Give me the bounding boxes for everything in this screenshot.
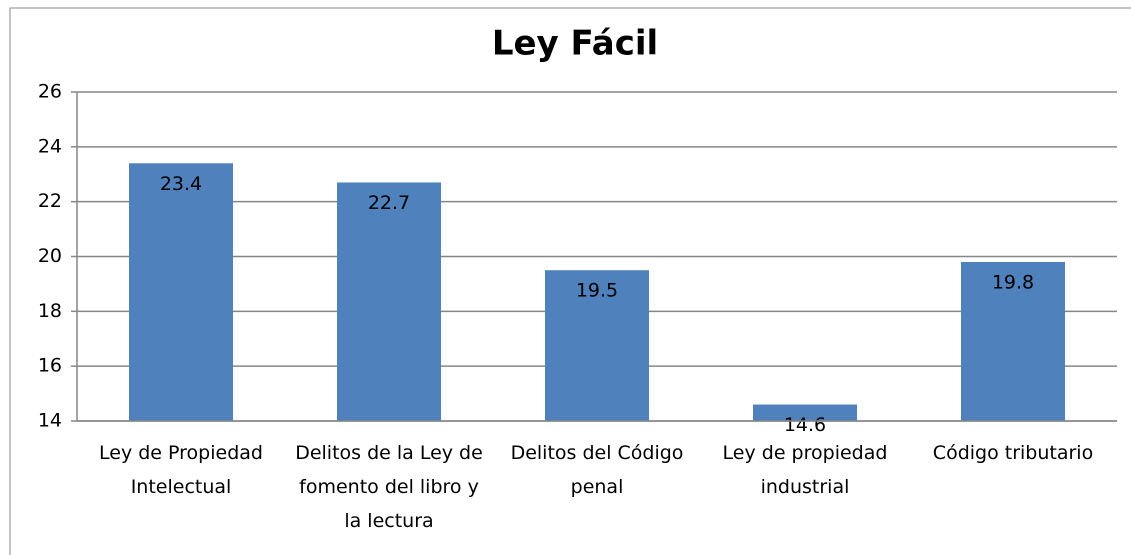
y-tick-label: 18 bbox=[38, 300, 62, 322]
data-label: 19.5 bbox=[576, 280, 618, 302]
data-label: 22.7 bbox=[368, 192, 410, 214]
bar bbox=[129, 163, 233, 422]
x-tick-label: Ley de propiedad industrial bbox=[723, 442, 888, 498]
data-label: 19.8 bbox=[992, 271, 1034, 293]
bar bbox=[753, 404, 857, 421]
y-tick-label: 20 bbox=[38, 245, 62, 267]
y-tick-label: 16 bbox=[38, 355, 62, 377]
bar bbox=[337, 182, 441, 421]
data-label: 23.4 bbox=[160, 173, 202, 195]
x-tick-label: Código tributario bbox=[933, 442, 1093, 464]
y-tick-label: 24 bbox=[38, 135, 62, 157]
bar bbox=[961, 261, 1065, 421]
x-tick-label: Delitos del Código penal bbox=[511, 442, 684, 498]
y-tick-label: 26 bbox=[38, 81, 62, 103]
x-tick-label: Ley de Propiedad Intelectual bbox=[99, 442, 263, 498]
y-tick-label: 22 bbox=[38, 190, 62, 212]
y-tick-label: 14 bbox=[38, 410, 62, 432]
bar bbox=[545, 270, 649, 421]
chart-title: Ley Fácil bbox=[492, 24, 658, 64]
data-label: 14.6 bbox=[784, 414, 826, 436]
